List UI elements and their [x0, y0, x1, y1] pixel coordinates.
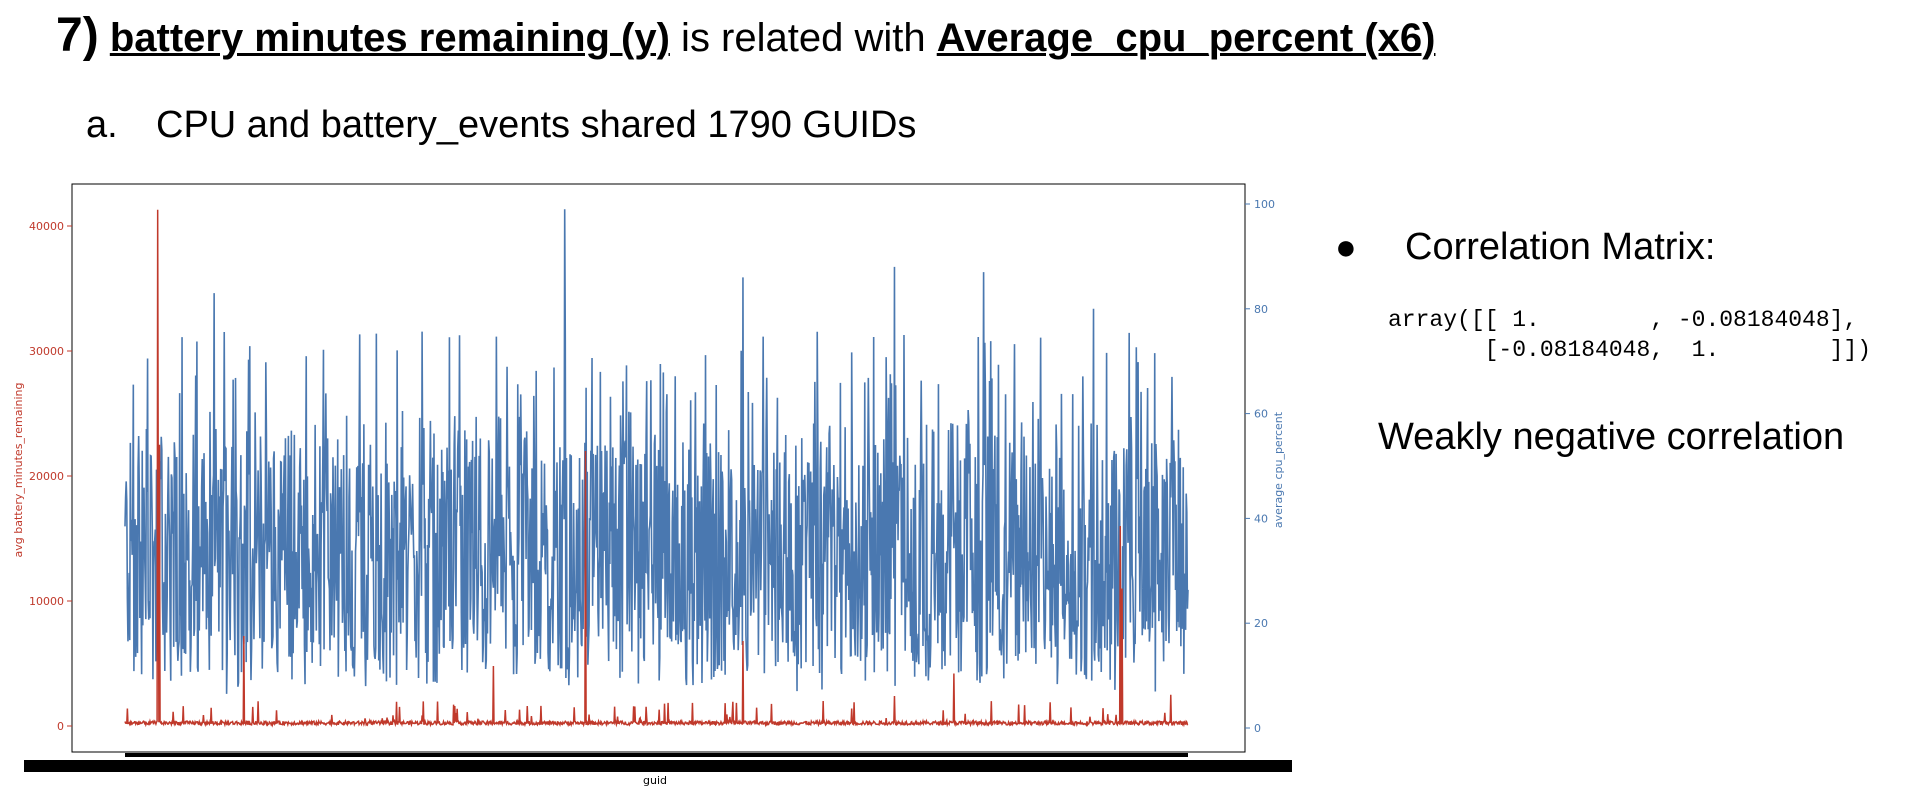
right-axis-tick-label: 80: [1254, 303, 1268, 316]
matrix-line-1: array([[ 1. , -0.08184048],: [1388, 307, 1858, 333]
correlation-bullet: ● Correlation Matrix:: [1335, 222, 1715, 272]
left-axis-tick-label: 0: [57, 720, 64, 733]
left-axis-label: avg battery_minutes_remaining: [12, 383, 25, 558]
heading-y-variable: battery minutes remaining (y): [109, 16, 670, 60]
conclusion-text: Weakly negative correlation: [1378, 416, 1845, 458]
matrix-line-2: [-0.08184048, 1. ]]): [1388, 337, 1872, 363]
correlation-matrix: array([[ 1. , -0.08184048], [-0.08184048…: [1388, 305, 1871, 365]
bullet-dot: ●: [1335, 226, 1357, 267]
x-axis-label: guid: [643, 774, 667, 787]
x-axis-ticks: [125, 753, 1188, 757]
series-line-cpu-percent: [124, 209, 1189, 694]
right-axis-tick-label: 0: [1254, 722, 1261, 735]
left-axis-tick-label: 10000: [29, 595, 64, 608]
left-axis-tick-label: 30000: [29, 345, 64, 358]
x-axis-tick-labels: [24, 760, 1292, 772]
right-axis-tick-label: 20: [1254, 617, 1268, 630]
right-axis-tick-label: 100: [1254, 198, 1275, 211]
left-axis-tick-label: 40000: [29, 220, 64, 233]
right-axis-tick-label: 40: [1254, 512, 1268, 525]
plot-frame: [71, 183, 1246, 753]
dual-axis-line-chart: 0 10000 20000 30000 40000 0 20 40 60 80 100 avg bat…: [12, 183, 1292, 787]
sub-point-text: CPU and battery_events shared 1790 GUIDs: [156, 104, 917, 146]
heading-connector: is related with: [669, 16, 937, 60]
right-axis-label: average cpu_percent: [1272, 411, 1285, 528]
bullet-text: Correlation Matrix:: [1405, 226, 1716, 268]
right-axis-tick-label: 60: [1254, 408, 1268, 421]
series-line-battery-minutes: [124, 209, 1189, 728]
sub-point: a. CPU and battery_events shared 1790 GUI…: [86, 100, 916, 150]
left-axis-tick-label: 20000: [29, 470, 64, 483]
heading-number: 7): [56, 9, 99, 62]
heading-x-variable: Average_cpu_percent (x6): [936, 16, 1436, 60]
slide-heading: 7) battery minutes remaining (y) is rela…: [56, 8, 1435, 66]
sub-point-label: a.: [86, 104, 118, 146]
